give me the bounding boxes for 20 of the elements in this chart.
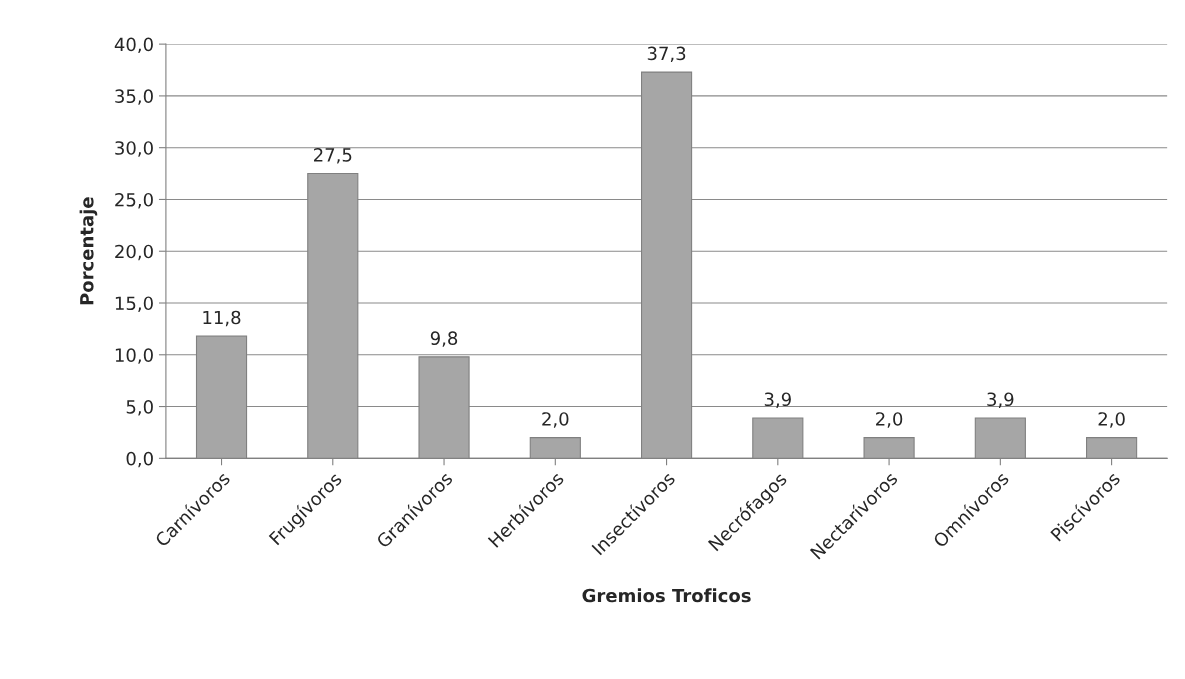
x-axis-title: Gremios Troficos: [582, 588, 751, 603]
y-tick-label: 15,0: [115, 296, 153, 312]
y-tick-label: 30,0: [115, 141, 153, 157]
data-label: 3,9: [987, 392, 1014, 408]
data-label: 2,0: [1098, 412, 1125, 428]
y-tick-label: 25,0: [115, 192, 153, 209]
data-label: 27,5: [314, 148, 352, 164]
y-tick-label: 10,0: [115, 348, 153, 364]
y-tick-label: 40,0: [114, 37, 153, 54]
y-tick-label: 0,0: [126, 451, 153, 468]
data-label: 2,0: [542, 412, 569, 428]
y-axis-title: Porcentaje: [79, 197, 98, 305]
data-label: 3,9: [764, 392, 791, 408]
data-label: 2,0: [876, 412, 903, 428]
y-tick-label: 5,0: [126, 400, 153, 416]
y-tick-label: 35,0: [115, 89, 153, 105]
y-tick-label: 20,0: [115, 244, 153, 261]
data-label: 9,8: [430, 331, 458, 347]
data-label: 11,8: [203, 310, 241, 327]
data-label: 37,3: [647, 46, 686, 63]
